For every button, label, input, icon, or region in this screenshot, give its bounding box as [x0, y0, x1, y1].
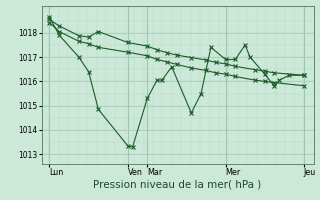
- X-axis label: Pression niveau de la mer( hPa ): Pression niveau de la mer( hPa ): [93, 180, 262, 190]
